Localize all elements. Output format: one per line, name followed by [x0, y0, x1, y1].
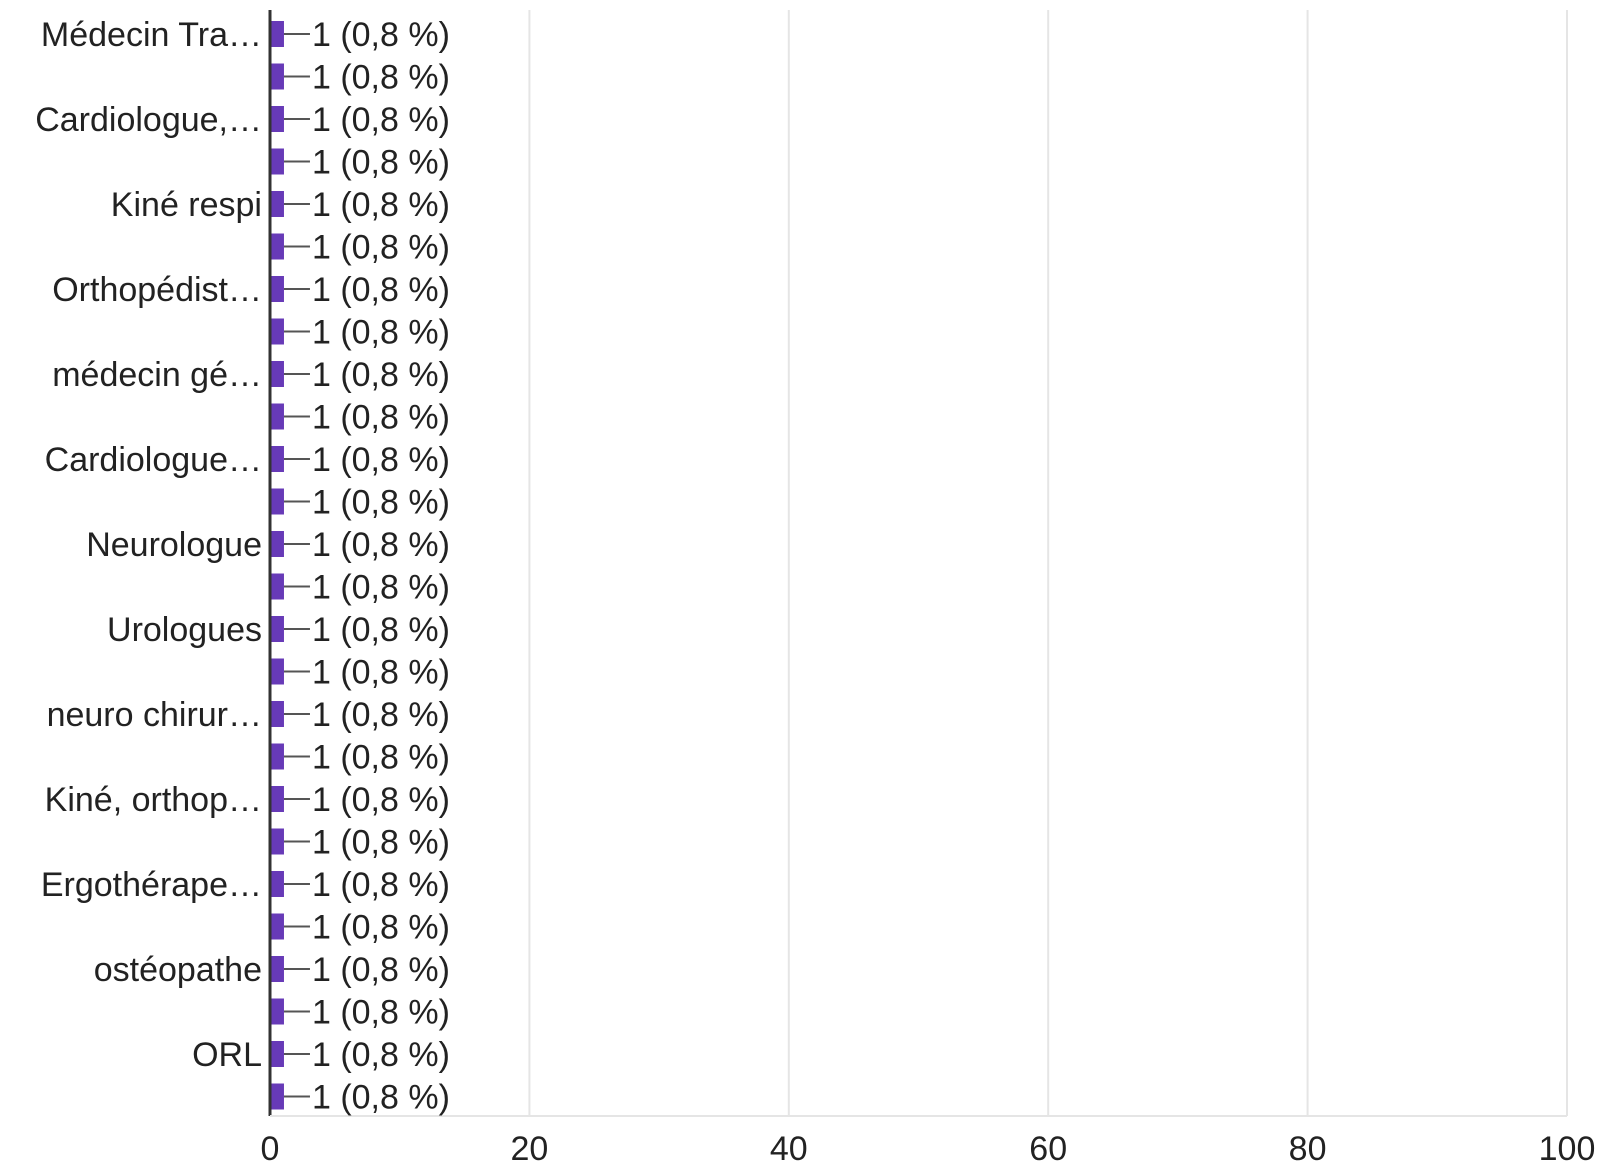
x-tick-label: 60 [1029, 1130, 1067, 1168]
data-label: 1 (0,8 %) [312, 654, 450, 692]
labels: 0 20 40 60 80 100 1 (0,8 %) Médecin Tra… 1 (0,8 … [35, 16, 1595, 1168]
data-label: 1 (0,8 %) [312, 441, 450, 479]
data-label: 1 (0,8 %) [312, 399, 450, 437]
bar [271, 828, 284, 855]
bar [271, 361, 284, 387]
bar [271, 488, 284, 515]
data-label: 1 (0,8 %) [312, 866, 450, 904]
data-label: 1 (0,8 %) [312, 271, 450, 309]
bar [271, 276, 284, 302]
data-label: 1 (0,8 %) [312, 59, 450, 97]
data-label: 1 (0,8 %) [312, 1079, 450, 1117]
data-label: 1 (0,8 %) [312, 314, 450, 352]
category-label: neuro chirur… [47, 696, 262, 734]
x-tick-label: 100 [1539, 1130, 1596, 1168]
bar [271, 998, 284, 1025]
x-tick-label: 80 [1289, 1130, 1327, 1168]
category-label: ostéopathe [94, 951, 262, 989]
category-label: Neurologue [86, 526, 262, 564]
data-label: 1 (0,8 %) [312, 484, 450, 522]
data-label: 1 (0,8 %) [312, 824, 450, 862]
bar [271, 106, 284, 132]
data-label: 1 (0,8 %) [312, 16, 450, 54]
data-label: 1 (0,8 %) [312, 144, 450, 182]
bar [271, 616, 284, 642]
data-label: 1 (0,8 %) [312, 526, 450, 564]
grid-lines [528, 10, 1568, 1116]
category-label: Orthopédist… [52, 271, 262, 309]
category-label: Médecin Tra… [41, 16, 262, 54]
category-label: Ergothérape… [41, 866, 262, 904]
data-label: 1 (0,8 %) [312, 356, 450, 394]
axes [268, 10, 1567, 1117]
data-label: 1 (0,8 %) [312, 229, 450, 267]
bars [271, 21, 310, 1110]
data-label: 1 (0,8 %) [312, 186, 450, 224]
data-label: 1 (0,8 %) [312, 1036, 450, 1074]
category-label: Kiné respi [111, 186, 262, 224]
bar [271, 63, 284, 90]
bar [271, 573, 284, 600]
data-label: 1 (0,8 %) [312, 994, 450, 1032]
bar [271, 658, 284, 685]
bar [271, 318, 284, 345]
bar [271, 1041, 284, 1067]
bar [271, 1083, 284, 1110]
data-label: 1 (0,8 %) [312, 101, 450, 139]
category-label: Cardiologue,… [35, 101, 262, 139]
category-label: ORL [192, 1036, 262, 1074]
bar [271, 956, 284, 982]
bar [271, 531, 284, 557]
bar [271, 743, 284, 770]
category-label: Cardiologue… [45, 441, 262, 479]
x-tick-label: 0 [261, 1130, 280, 1168]
bar [271, 701, 284, 727]
bar [271, 871, 284, 897]
x-tick-label: 40 [770, 1130, 808, 1168]
bar [271, 913, 284, 940]
bar [271, 148, 284, 175]
bar [271, 786, 284, 812]
data-label: 1 (0,8 %) [312, 696, 450, 734]
category-label: Urologues [107, 611, 262, 649]
category-label: Kiné, orthop… [45, 781, 262, 819]
bar [271, 233, 284, 260]
x-tick-label: 20 [510, 1130, 548, 1168]
bar [271, 191, 284, 217]
data-label: 1 (0,8 %) [312, 909, 450, 947]
data-label: 1 (0,8 %) [312, 951, 450, 989]
bar [271, 446, 284, 472]
data-label: 1 (0,8 %) [312, 611, 450, 649]
data-label: 1 (0,8 %) [312, 569, 450, 607]
category-label: médecin gé… [52, 356, 262, 394]
bar [271, 21, 284, 47]
bar [271, 403, 284, 430]
data-label: 1 (0,8 %) [312, 781, 450, 819]
data-label: 1 (0,8 %) [312, 739, 450, 777]
